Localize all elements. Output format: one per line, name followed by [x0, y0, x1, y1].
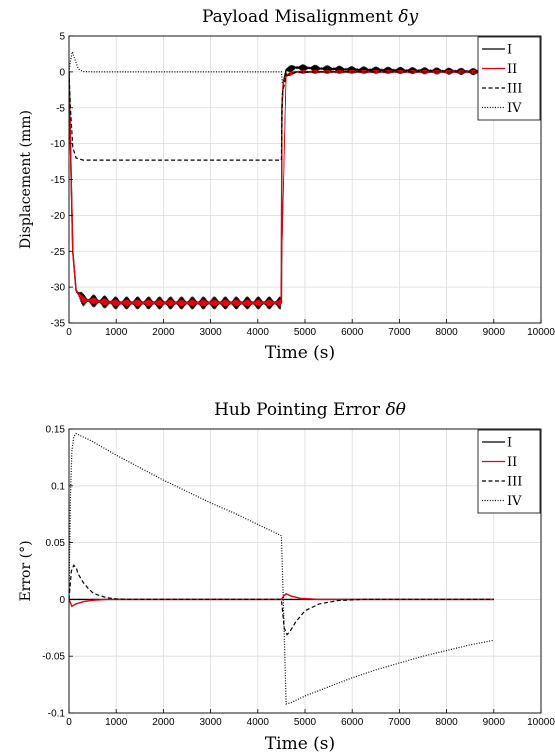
chart-title: Hub Pointing Error δθ [214, 400, 406, 420]
y-tick-label: -5 [56, 103, 65, 114]
legend-label-II: II [507, 455, 517, 470]
x-tick-label: 3000 [199, 327, 222, 338]
x-tick-label: 3000 [199, 717, 222, 728]
x-tick-label: 0 [66, 717, 72, 728]
x-tick-label: 1000 [105, 327, 128, 338]
series-II-line [69, 592, 494, 608]
y-axis-label: Displacement (mm) [18, 110, 34, 249]
y-axis-label: Error (°) [18, 540, 34, 601]
legend-label-IV: IV [507, 101, 522, 116]
legend-label-III: III [507, 475, 522, 490]
y-tick-label: -10 [51, 139, 66, 150]
y-tick-label: 0 [59, 595, 65, 606]
chart-2: 0 1000 2000 3000 4000 5000 6000 7000 8000 9000 100… [18, 400, 555, 754]
x-tick-label: 6000 [341, 327, 364, 338]
x-tick-label: 10000 [527, 717, 555, 728]
x-tick-label: 1000 [105, 717, 128, 728]
x-tick-label: 2000 [152, 327, 175, 338]
series-IV-line [69, 432, 494, 705]
y-tick-label: -20 [51, 211, 66, 222]
y-tick-label: -0.1 [48, 709, 66, 720]
chart-title: Payload Misalignment δy [202, 7, 419, 27]
series-group [69, 432, 494, 705]
legend-label-III: III [507, 82, 522, 97]
x-tick-label: 4000 [247, 717, 270, 728]
legend-label-IV: IV [507, 494, 522, 509]
y-tick-label: 0 [59, 67, 65, 78]
y-tick-label: 0.15 [46, 425, 66, 436]
series-group [69, 49, 494, 310]
series-IV-line [69, 49, 494, 83]
x-tick-label: 4000 [247, 327, 270, 338]
y-tick-label: -15 [51, 175, 66, 186]
x-tick-label: 5000 [294, 327, 317, 338]
x-tick-label: 9000 [483, 327, 506, 338]
y-tick-label: 5 [59, 32, 65, 43]
x-tick-label: 7000 [388, 327, 411, 338]
x-tick-label: 0 [66, 327, 72, 338]
x-tick-label: 9000 [483, 717, 506, 728]
y-tick-label: -25 [51, 247, 66, 258]
series-III-line [69, 71, 494, 161]
x-tick-label: 10000 [527, 327, 555, 338]
x-axis-label: Time (s) [265, 734, 335, 754]
y-tick-label: 0.1 [51, 481, 65, 492]
legend-label-I: I [507, 43, 512, 58]
x-axis-label: Time (s) [265, 343, 335, 363]
legend-box [477, 429, 541, 514]
legend-label-I: I [507, 436, 512, 451]
x-tick-label: 8000 [435, 327, 458, 338]
legend-label-II: II [507, 62, 517, 77]
x-tick-label: 5000 [294, 717, 317, 728]
y-tick-label: 0.05 [46, 538, 66, 549]
chart-1: 0 1000 2000 3000 4000 5000 6000 7000 8000 9000 100… [18, 7, 555, 363]
x-tick-label: 6000 [341, 717, 364, 728]
y-tick-label: -0.05 [42, 652, 65, 663]
x-tick-label: 7000 [388, 717, 411, 728]
series-III-line [69, 564, 494, 636]
x-tick-label: 8000 [435, 717, 458, 728]
x-tick-label: 2000 [152, 717, 175, 728]
y-tick-label: -30 [51, 283, 66, 294]
y-tick-label: -35 [51, 319, 66, 330]
legend-box [477, 36, 541, 121]
